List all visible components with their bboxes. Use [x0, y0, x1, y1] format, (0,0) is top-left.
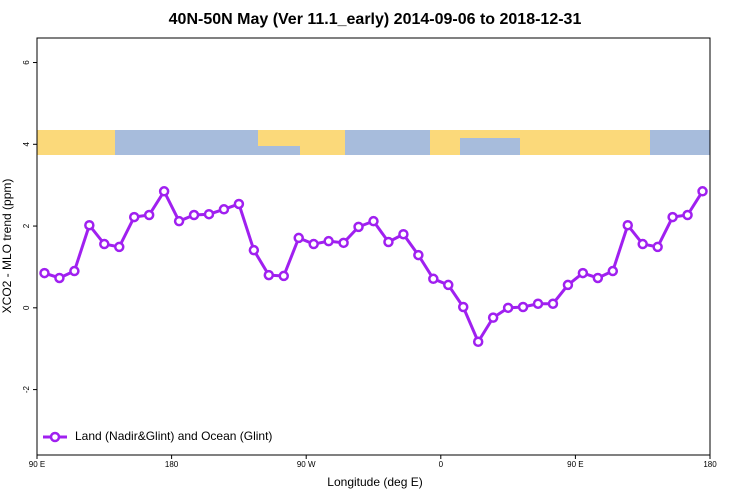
- y-axis-label: XCO2 - MLO trend (ppm): [0, 179, 14, 314]
- data-point: [667, 211, 678, 223]
- y-tick-label: 2: [22, 223, 31, 228]
- land: [37, 130, 115, 155]
- data-point: [502, 302, 514, 314]
- data-point: [652, 241, 663, 253]
- x-axis-label: Longitude (deg E): [327, 475, 422, 489]
- data-point: [428, 273, 439, 285]
- x-tick-label: 0: [439, 460, 444, 469]
- data-point: [487, 312, 499, 323]
- data-point: [203, 208, 215, 220]
- legend-marker: [49, 431, 61, 443]
- data-point: [383, 236, 394, 248]
- y-tick-label: 4: [22, 142, 31, 147]
- data-point: [218, 204, 230, 215]
- data-point: [323, 235, 334, 247]
- data-point: [69, 265, 80, 277]
- legend-label: Land (Nadir&Glint) and Ocean (Glint): [75, 429, 272, 443]
- plot-frame: [36, 37, 711, 456]
- data-point: [173, 215, 185, 227]
- data-point: [622, 219, 633, 231]
- data-point: [99, 238, 110, 250]
- data-point: [682, 209, 693, 221]
- data-point: [84, 219, 95, 231]
- land: [300, 130, 345, 155]
- data-point: [188, 209, 200, 221]
- data-point: [413, 249, 424, 261]
- data-point: [308, 238, 319, 250]
- data-point: [248, 244, 260, 256]
- data-point: [457, 301, 469, 313]
- data-point: [443, 279, 454, 291]
- data-point: [353, 221, 364, 233]
- data-point: [607, 265, 619, 277]
- data-point: [39, 267, 50, 279]
- data-point: [368, 215, 379, 227]
- chart-title: 40N-50N May (Ver 11.1_early) 2014-09-06 …: [169, 11, 582, 28]
- data-point: [472, 336, 484, 348]
- data-point: [338, 237, 349, 249]
- y-tick-label: 6: [22, 60, 31, 65]
- data-point: [143, 209, 155, 221]
- data-point: [398, 228, 409, 240]
- sea: [460, 138, 520, 155]
- data-point: [517, 301, 529, 313]
- data-point: [532, 298, 544, 309]
- data-point: [577, 267, 589, 279]
- data-point: [562, 279, 574, 291]
- data-point: [278, 270, 290, 282]
- data-point: [128, 211, 140, 223]
- data-point: [592, 272, 604, 284]
- data-point: [637, 238, 648, 250]
- x-tick-label: 180: [165, 460, 179, 469]
- data-point: [233, 198, 245, 210]
- data-point: [263, 269, 275, 281]
- x-tick-label: 90 E: [567, 460, 583, 469]
- y-tick-label: 0: [22, 305, 31, 310]
- data-point: [158, 186, 170, 197]
- data-point: [54, 272, 65, 284]
- y-tick-label: -2: [22, 385, 31, 393]
- x-tick-label: 90 E: [29, 460, 45, 469]
- x-tick-label: 90 W: [297, 460, 316, 469]
- data-point: [293, 232, 304, 244]
- data-point: [114, 241, 125, 253]
- series-line: [44, 188, 704, 345]
- data-point: [547, 298, 559, 309]
- map-strip: [37, 130, 710, 155]
- data-point: [697, 186, 708, 197]
- x-tick-label: 180: [703, 460, 717, 469]
